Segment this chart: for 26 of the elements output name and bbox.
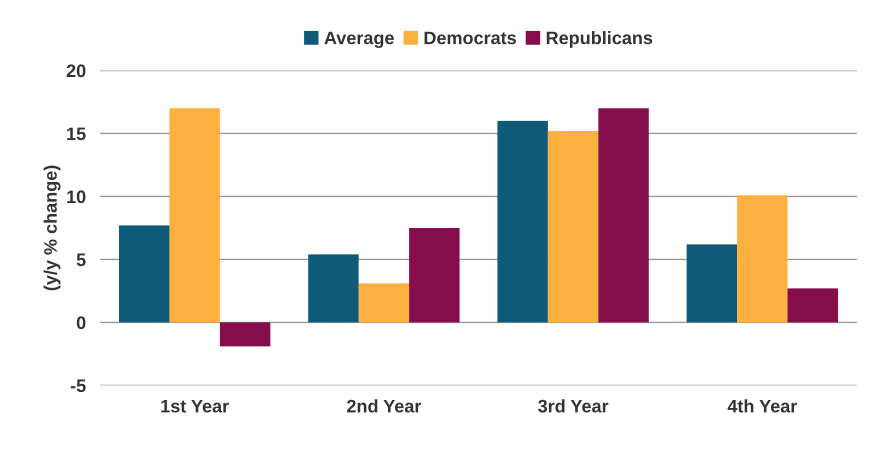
bar xyxy=(686,244,738,322)
bar xyxy=(409,228,460,322)
bar xyxy=(598,108,649,322)
y-axis-title: (y/y % change) xyxy=(44,166,61,290)
y-tick-label: 10 xyxy=(67,190,86,204)
legend-label: Republicans xyxy=(546,31,652,48)
bar xyxy=(548,130,598,322)
x-tick-label: 2nd Year xyxy=(347,399,422,413)
bar xyxy=(497,120,548,322)
x-tick-label: 1st Year xyxy=(161,400,229,413)
x-tick-label: 3rd Year xyxy=(538,399,608,413)
y-tick-label: -5 xyxy=(70,380,86,392)
legend-label: Average xyxy=(324,32,394,48)
legend-label: Democrats xyxy=(424,32,516,44)
bar xyxy=(358,283,410,322)
y-tick-label: 15 xyxy=(67,128,86,140)
x-tick-label: 4th Year xyxy=(728,399,798,413)
y-tick-label: 0 xyxy=(76,316,86,330)
bar xyxy=(118,225,170,322)
bar xyxy=(169,108,220,322)
bar xyxy=(737,195,788,322)
bar xyxy=(220,322,270,346)
bar xyxy=(788,288,838,322)
y-tick-label: 20 xyxy=(66,64,86,78)
bar xyxy=(308,254,359,322)
y-tick-label: 5 xyxy=(76,254,86,266)
